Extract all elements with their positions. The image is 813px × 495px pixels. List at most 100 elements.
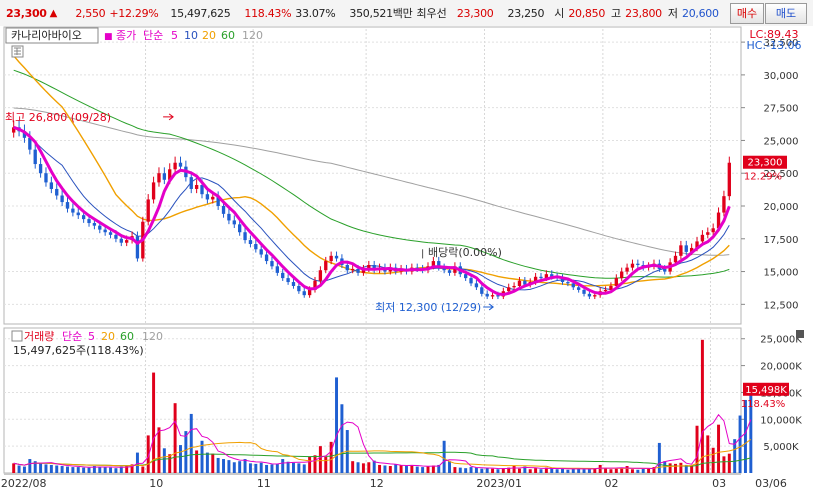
- candle-body: [108, 232, 113, 235]
- volume-bar: [324, 456, 328, 473]
- last-volume-label: 15,498K: [745, 385, 787, 396]
- volume-bar: [674, 463, 677, 473]
- candle-body: [587, 293, 592, 297]
- volume-bar: [383, 465, 387, 473]
- volume-bar: [480, 468, 484, 473]
- volume-grid-toggle-icon[interactable]: [11, 330, 23, 342]
- volume-bar: [162, 448, 166, 473]
- volume-tick-label: 25,000K: [760, 335, 802, 346]
- price-tick-label: 12,500: [764, 300, 799, 311]
- candle-body: [700, 234, 705, 242]
- up-arrow-icon: ▲: [49, 7, 58, 19]
- x-axis-label: 10: [149, 477, 163, 490]
- volume-bar: [39, 463, 43, 473]
- price-tick-label: 30,000: [764, 71, 799, 82]
- volume-bar: [421, 467, 425, 473]
- volume-bar: [620, 467, 624, 473]
- candle-body: [517, 280, 522, 286]
- candle-body: [194, 185, 199, 189]
- volume-bar: [657, 442, 661, 473]
- volume-tick-label: 10,000K: [760, 415, 802, 426]
- hc-label: HC:-13.06: [746, 39, 801, 52]
- candle-body: [437, 261, 441, 268]
- volume-bar: [308, 456, 312, 473]
- volume-bar: [28, 459, 32, 473]
- candle-body: [334, 255, 339, 259]
- candle-body: [474, 283, 479, 288]
- open-label: 시: [554, 7, 565, 20]
- volume-bar: [114, 468, 118, 473]
- volume-tick-label: 20,000K: [760, 362, 802, 373]
- candle-body: [259, 249, 263, 255]
- volume-bar: [550, 468, 554, 473]
- volume-bar: [378, 464, 382, 473]
- volume-bar: [329, 441, 333, 473]
- stock-chart[interactable]: 12,500 15,000 17,500 20,000 22,500 25,000 27,5…: [0, 26, 813, 495]
- sell-button[interactable]: 매도: [765, 3, 807, 24]
- volume-bar: [157, 427, 161, 473]
- candle-body: [485, 293, 489, 297]
- candle-body: [302, 291, 306, 296]
- low-arrow-icon: [483, 303, 495, 311]
- volume-bar: [598, 464, 602, 473]
- dividend-annotation: 배당락(0.00%): [428, 246, 502, 259]
- candle-body: [684, 245, 688, 252]
- candle-body: [275, 266, 280, 273]
- candle-body: [286, 278, 290, 283]
- legend-simple: 단순: [143, 29, 163, 42]
- candle-body: [151, 182, 156, 200]
- candle-body: [200, 185, 204, 195]
- candle-body: [329, 255, 333, 262]
- volume-bar: [275, 463, 279, 473]
- volume-bar: [205, 452, 209, 473]
- price-tick-label: 20,000: [764, 202, 799, 213]
- x-axis-line: [4, 473, 741, 475]
- volume-bar: [684, 464, 688, 473]
- volume-bar: [189, 413, 193, 473]
- volume-bar: [448, 461, 451, 473]
- legend-ma60: 60: [221, 29, 235, 42]
- candle-body: [490, 295, 495, 297]
- best-quote-label: 최우선: [416, 7, 447, 20]
- price-tick-label: 17,500: [764, 235, 799, 246]
- volume-bar: [227, 460, 231, 473]
- volume-bar: [749, 389, 753, 473]
- buy-button[interactable]: 매수: [730, 3, 764, 24]
- candle-body: [125, 240, 129, 243]
- candle-body: [12, 127, 16, 133]
- candle-body: [469, 278, 473, 284]
- candle-body: [38, 164, 43, 174]
- price-tick-label: 32,500: [764, 38, 799, 49]
- candle-body: [119, 238, 123, 243]
- volume-bar: [609, 469, 613, 473]
- volume-bar: [442, 440, 446, 473]
- candle-body: [361, 268, 366, 273]
- volume-bar: [76, 467, 80, 473]
- candle-body: [173, 162, 177, 170]
- volume-bar: [415, 466, 419, 473]
- volume-bar: [297, 463, 301, 473]
- volume-bar: [243, 459, 247, 473]
- candle-body: [566, 282, 570, 284]
- candle-body: [453, 266, 457, 273]
- candle-body: [264, 254, 269, 262]
- volume-bar: [544, 467, 548, 473]
- candle-body: [81, 215, 86, 220]
- volume-bar: [152, 372, 156, 473]
- candle-body: [695, 241, 699, 248]
- candle-body: [92, 223, 97, 226]
- candle-body: [65, 202, 70, 209]
- candle-body: [216, 196, 220, 206]
- x-axis-label: 2022/08: [1, 477, 47, 490]
- volume-bar: [593, 468, 597, 473]
- volume-bar: [49, 464, 53, 473]
- volume-bar: [87, 467, 91, 473]
- candle-body: [324, 261, 328, 271]
- candle-body: [550, 274, 554, 277]
- last-volume-tag: [743, 382, 789, 396]
- volume-bar: [517, 468, 521, 473]
- candle-body: [98, 225, 102, 230]
- candle-body: [625, 267, 629, 272]
- high-arrow-icon: [163, 113, 174, 121]
- volume-panel-handle[interactable]: [796, 330, 804, 338]
